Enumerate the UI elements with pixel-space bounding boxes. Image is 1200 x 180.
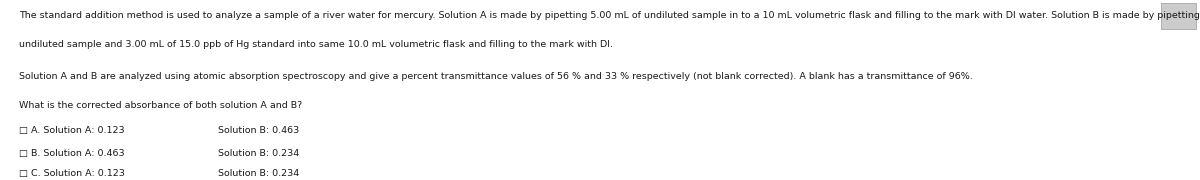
Text: □ B. Solution A: 0.463: □ B. Solution A: 0.463 — [19, 149, 125, 158]
Text: The standard addition method is used to analyze a sample of a river water for me: The standard addition method is used to … — [19, 11, 1200, 20]
Text: □ A. Solution A: 0.123: □ A. Solution A: 0.123 — [19, 126, 125, 135]
Text: Solution B: 0.463: Solution B: 0.463 — [218, 126, 299, 135]
FancyBboxPatch shape — [1160, 3, 1196, 29]
Text: undiluted sample and 3.00 mL of 15.0 ppb of Hg standard into same 10.0 mL volume: undiluted sample and 3.00 mL of 15.0 ppb… — [19, 40, 613, 49]
Text: Solution B: 0.234: Solution B: 0.234 — [218, 169, 299, 178]
Text: Solution B: 0.234: Solution B: 0.234 — [218, 149, 299, 158]
Text: What is the corrected absorbance of both solution A and B?: What is the corrected absorbance of both… — [19, 101, 302, 110]
Text: Solution A and B are analyzed using atomic absorption spectroscopy and give a pe: Solution A and B are analyzed using atom… — [19, 72, 973, 81]
Text: □ C. Solution A: 0.123: □ C. Solution A: 0.123 — [19, 169, 125, 178]
